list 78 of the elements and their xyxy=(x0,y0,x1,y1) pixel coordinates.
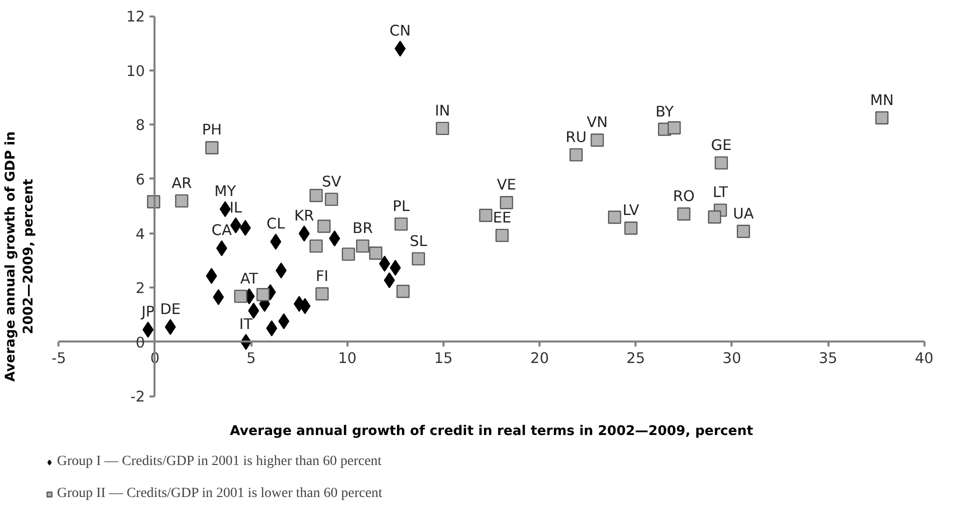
annotation: VN xyxy=(586,114,608,132)
point xyxy=(315,287,329,300)
x-tick-label: 20 xyxy=(530,350,549,367)
point xyxy=(412,252,426,266)
x-tick-label: -5 xyxy=(52,350,66,367)
annotation: CL xyxy=(266,216,286,233)
annotation: VE xyxy=(496,176,516,194)
annotation: RO xyxy=(672,188,695,205)
point xyxy=(436,122,450,136)
point xyxy=(624,222,638,235)
y-tick-label: 4 xyxy=(136,226,145,243)
annotation: PH xyxy=(202,122,222,139)
point xyxy=(317,220,331,233)
point xyxy=(256,288,270,302)
point xyxy=(708,210,722,224)
point xyxy=(356,239,370,253)
point xyxy=(396,284,410,298)
point xyxy=(234,290,248,303)
annotation: LV xyxy=(622,202,640,220)
y-tick-label: 10 xyxy=(126,62,145,80)
x-tick-label: 40 xyxy=(914,350,934,367)
legend-label: Group II — Credits/GDP in 2001 is lower than 60 percent xyxy=(57,486,382,502)
annotation: IL xyxy=(229,199,243,216)
point xyxy=(668,121,681,134)
annotation: JP xyxy=(140,304,155,321)
point xyxy=(310,188,323,202)
y-tick-label: 6 xyxy=(136,171,145,188)
legend-label: Group I — Credits/GDP in 2001 is higher than 60 percent xyxy=(57,454,382,470)
y-tick-label: 12 xyxy=(126,8,145,26)
annotation: LT xyxy=(712,184,728,202)
annotation: BR xyxy=(352,220,373,238)
annotation: SV xyxy=(322,173,342,190)
annotation: AT xyxy=(240,270,258,288)
point xyxy=(736,224,750,238)
point xyxy=(714,156,728,170)
point xyxy=(590,134,604,147)
point xyxy=(495,228,509,242)
x-tick-label: 30 xyxy=(722,350,742,367)
point xyxy=(479,208,492,222)
annotation: CA xyxy=(212,222,232,240)
annotation: DE xyxy=(160,300,181,318)
x-tick-label: 10 xyxy=(338,350,357,367)
annotation: IN xyxy=(434,102,450,120)
annotation: RU xyxy=(566,128,587,146)
point xyxy=(175,194,188,208)
y-tick-label: 8 xyxy=(136,117,145,134)
x-tick-label: 5 xyxy=(246,350,256,367)
annotation: IT xyxy=(239,316,253,333)
annotation: UA xyxy=(733,205,754,222)
x-tick-label: 25 xyxy=(626,350,646,367)
point xyxy=(394,217,408,231)
annotation: FI xyxy=(316,268,328,285)
point xyxy=(500,196,514,210)
point xyxy=(875,111,888,124)
point xyxy=(570,148,583,162)
annotation: MY xyxy=(214,183,236,200)
annotation: CN xyxy=(390,22,411,40)
point xyxy=(205,141,218,154)
annotation: BY xyxy=(655,103,674,120)
y-axis-title: Average annual growth of GDP in 2002—2009, percent xyxy=(4,131,36,382)
point xyxy=(342,248,356,261)
x-tick-label: 15 xyxy=(434,350,453,367)
x-tick-label: 35 xyxy=(818,350,838,367)
annotation: PL xyxy=(392,198,410,216)
annotation: MN xyxy=(870,92,894,109)
y-tick-label: 2 xyxy=(136,280,145,298)
annotation: GE xyxy=(711,136,732,154)
point xyxy=(608,210,622,224)
annotation: AR xyxy=(172,174,192,192)
point xyxy=(310,239,323,253)
x-axis-title: Average annual growth of credit in real terms in 2002—2009, percent xyxy=(230,424,754,440)
annotation: KR xyxy=(294,208,314,225)
y-tick-label: -2 xyxy=(130,388,145,406)
point xyxy=(369,246,382,260)
annotation: SL xyxy=(410,232,428,250)
annotation: EE xyxy=(492,209,512,226)
point xyxy=(324,192,338,206)
point xyxy=(677,207,690,221)
